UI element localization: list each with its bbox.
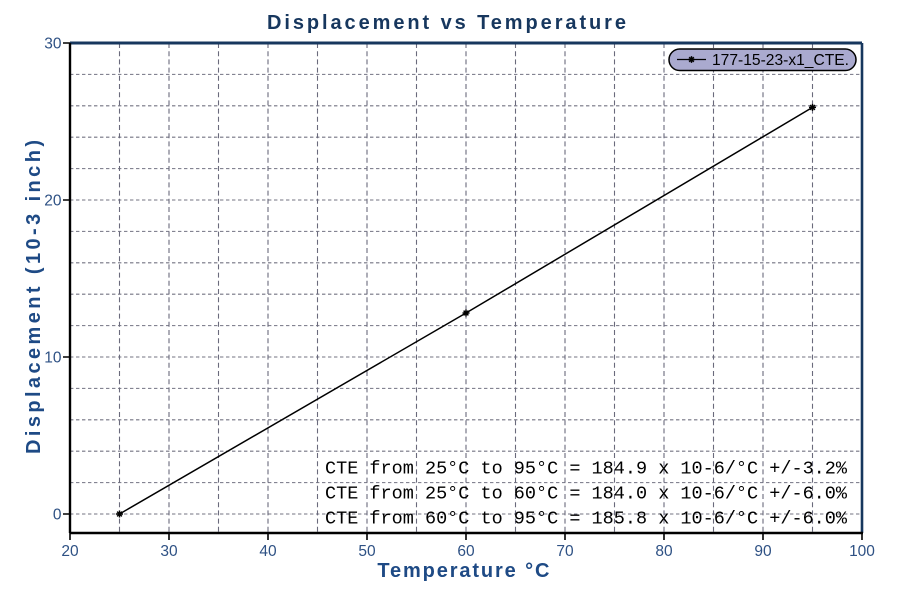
svg-text:30: 30 xyxy=(44,36,62,53)
svg-text:20: 20 xyxy=(61,543,79,560)
svg-text:20: 20 xyxy=(44,193,62,210)
svg-text:40: 40 xyxy=(259,543,277,560)
svg-text:60: 60 xyxy=(457,543,475,560)
svg-text:0: 0 xyxy=(53,507,62,524)
svg-text:80: 80 xyxy=(655,543,673,560)
svg-text:100: 100 xyxy=(849,543,875,560)
svg-text:10: 10 xyxy=(44,350,62,367)
svg-text:CTE from 60°C to 95°C = 185.8: CTE from 60°C to 95°C = 185.8 x 10-6/°C … xyxy=(325,510,847,530)
svg-text:70: 70 xyxy=(556,543,574,560)
svg-text:CTE from 25°C to 60°C = 184.0: CTE from 25°C to 60°C = 184.0 x 10-6/°C … xyxy=(325,485,847,505)
svg-text:90: 90 xyxy=(754,543,772,560)
svg-text:Temperature °C: Temperature °C xyxy=(377,560,549,582)
svg-text:Displacement (10-3 inch): Displacement (10-3 inch) xyxy=(23,140,45,454)
svg-text:177-15-23-x1_CTE.: 177-15-23-x1_CTE. xyxy=(712,52,849,69)
svg-text:30: 30 xyxy=(160,543,178,560)
svg-text:50: 50 xyxy=(358,543,376,560)
svg-text:CTE from 25°C to 95°C = 184.9: CTE from 25°C to 95°C = 184.9 x 10-6/°C … xyxy=(325,460,847,480)
